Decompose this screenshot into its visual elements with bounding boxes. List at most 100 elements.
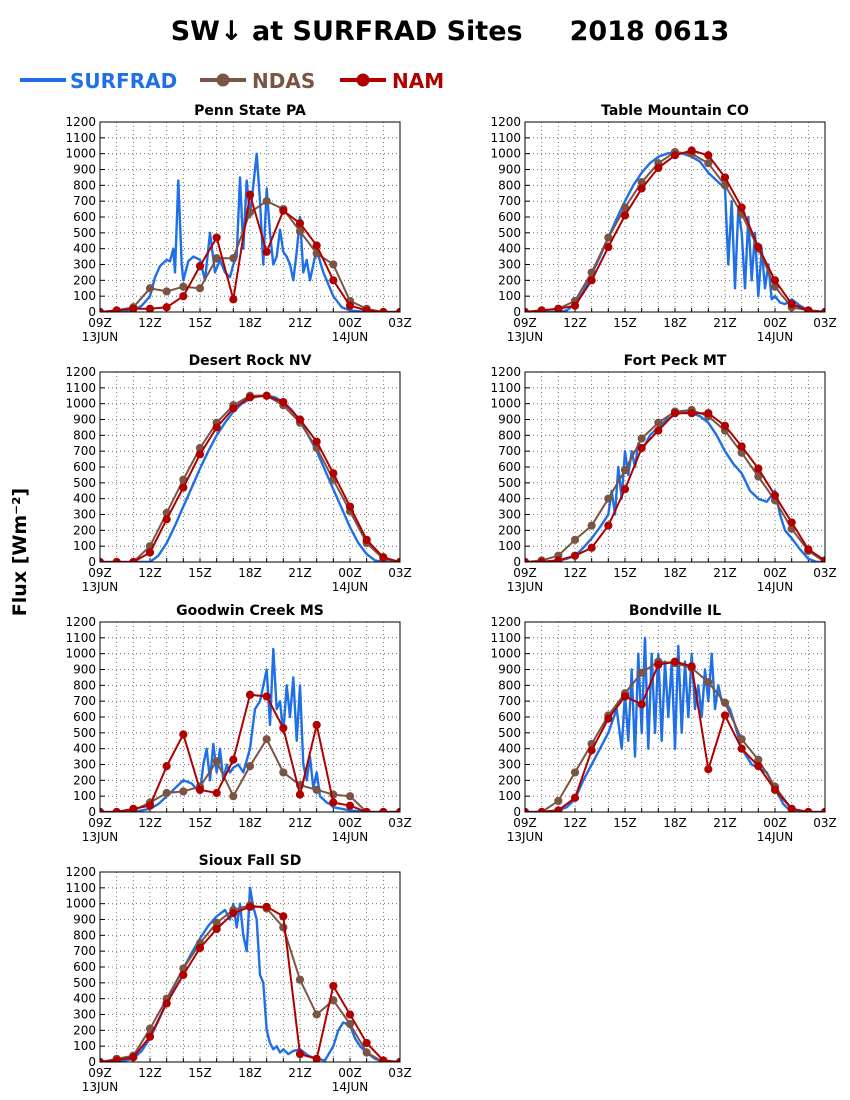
point-nam xyxy=(554,304,563,312)
panel-title-penn-state-pa: Penn State PA xyxy=(194,103,306,119)
point-ndas xyxy=(212,254,221,263)
point-ndas xyxy=(229,792,238,801)
y-tick-label: 1000 xyxy=(490,147,521,161)
point-ndas xyxy=(162,287,171,296)
y-tick-label: 800 xyxy=(73,428,96,442)
point-nam xyxy=(112,1056,121,1062)
point-nam xyxy=(212,924,221,934)
x-tick-label: 03Z xyxy=(813,816,837,830)
point-nam xyxy=(345,801,355,810)
y-tick-label: 500 xyxy=(498,476,521,490)
x-tick-date-label: 13JUN xyxy=(82,330,119,344)
point-nam xyxy=(345,502,355,511)
x-tick-label: 03Z xyxy=(388,1066,412,1080)
y-tick-label: 200 xyxy=(498,773,521,787)
x-tick-date-label: 13JUN xyxy=(82,830,119,844)
point-nam xyxy=(570,551,580,560)
series-group-desert-rock-nv xyxy=(100,391,400,562)
point-ndas xyxy=(587,521,596,530)
point-nam xyxy=(329,981,338,991)
x-tick-label: 15Z xyxy=(613,566,637,580)
x-tick-label: 18Z xyxy=(663,816,687,830)
y-tick-label: 200 xyxy=(498,273,521,287)
point-nam xyxy=(279,397,288,407)
panel-title-desert-rock-nv: Desert Rock NV xyxy=(189,353,312,369)
legend: SURFRAD NDAS NAM xyxy=(20,69,444,93)
point-nam xyxy=(179,970,188,980)
x-tick-label: 18Z xyxy=(663,316,687,330)
y-tick-label: 500 xyxy=(73,226,96,240)
y-tick-label: 1000 xyxy=(65,397,96,411)
y-tick-label: 1000 xyxy=(490,647,521,661)
point-nam xyxy=(345,1010,355,1019)
point-nam xyxy=(687,409,696,418)
panel-bondville-il: Bondville IL0100200300400500600700800900… xyxy=(490,603,836,844)
point-ndas xyxy=(754,472,763,481)
point-nam xyxy=(704,409,713,418)
x-tick-label: 09Z xyxy=(88,316,112,330)
x-tick-label: 00Z xyxy=(763,566,787,580)
point-ndas xyxy=(570,768,580,777)
y-tick-label: 1100 xyxy=(65,631,96,645)
panel-title-bondville-il: Bondville IL xyxy=(629,603,721,619)
panel-goodwin-creek-ms: Goodwin Creek MS010020030040050060070080… xyxy=(65,603,411,844)
point-nam xyxy=(537,306,546,312)
x-tick-date-label: 14JUN xyxy=(757,580,794,594)
point-nam xyxy=(362,1038,371,1048)
x-tick-label: 15Z xyxy=(188,566,212,580)
y-axis-label: Flux [Wm⁻²] xyxy=(9,488,31,616)
x-tick-label: 09Z xyxy=(88,1066,112,1080)
point-nam xyxy=(262,692,271,701)
point-ndas xyxy=(570,535,580,544)
y-tick-label: 1100 xyxy=(490,131,521,145)
y-tick-label: 700 xyxy=(73,944,96,958)
y-tick-label: 200 xyxy=(73,523,96,537)
y-tick-label: 700 xyxy=(73,694,96,708)
y-tick-label: 1200 xyxy=(490,115,521,129)
y-tick-label: 900 xyxy=(498,663,521,677)
point-nam xyxy=(295,415,305,424)
y-tick-label: 500 xyxy=(73,976,96,990)
y-tick-label: 900 xyxy=(73,663,96,677)
point-nam xyxy=(770,276,780,285)
x-tick-label: 00Z xyxy=(338,1066,362,1080)
point-nam xyxy=(195,450,205,459)
point-nam xyxy=(312,1054,321,1062)
y-tick-label: 700 xyxy=(73,194,96,208)
y-tick-label: 1000 xyxy=(65,147,96,161)
point-ndas xyxy=(620,466,630,475)
point-nam xyxy=(245,190,255,199)
x-tick-label: 12Z xyxy=(138,566,162,580)
point-nam xyxy=(195,943,205,953)
y-tick-label: 700 xyxy=(498,694,521,708)
x-tick-label: 15Z xyxy=(613,816,637,830)
point-ndas xyxy=(554,796,563,806)
series-line-surfrad xyxy=(525,410,825,562)
point-ndas xyxy=(637,434,646,443)
legend-label-ndas: NDAS xyxy=(252,69,315,93)
x-tick-label: 21Z xyxy=(288,1066,312,1080)
x-tick-date-label: 13JUN xyxy=(507,580,544,594)
x-tick-label: 12Z xyxy=(563,566,587,580)
point-ndas xyxy=(162,788,171,798)
x-tick-label: 15Z xyxy=(613,316,637,330)
x-tick-label: 21Z xyxy=(288,566,312,580)
y-tick-label: 200 xyxy=(73,773,96,787)
x-tick-label: 03Z xyxy=(388,566,412,580)
point-nam xyxy=(162,303,171,312)
gridlines-goodwin-creek-ms xyxy=(100,622,400,812)
point-nam xyxy=(262,247,271,256)
y-tick-label: 600 xyxy=(498,210,521,224)
y-tick-label: 600 xyxy=(73,710,96,724)
point-ndas xyxy=(704,678,713,687)
point-nam xyxy=(312,437,321,446)
point-nam xyxy=(329,469,338,478)
legend-marker-ndas xyxy=(216,73,230,87)
y-tick-label: 300 xyxy=(73,508,96,522)
point-nam xyxy=(654,660,663,669)
point-ndas xyxy=(604,494,613,503)
y-tick-label: 0 xyxy=(88,805,96,819)
y-tick-label: 1200 xyxy=(490,365,521,379)
y-tick-label: 900 xyxy=(498,163,521,177)
y-tick-label: 600 xyxy=(73,460,96,474)
